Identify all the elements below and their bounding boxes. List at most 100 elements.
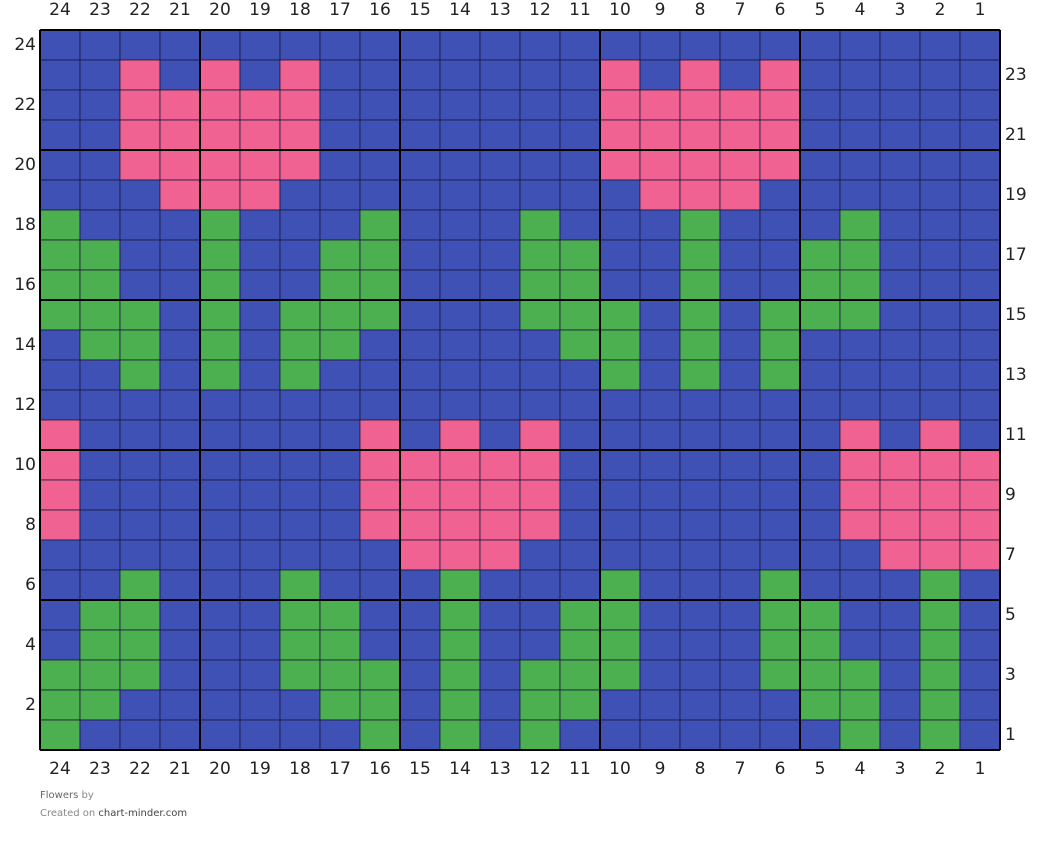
cell: [799, 629, 841, 661]
cell: [759, 29, 801, 61]
cell: [239, 269, 281, 301]
cell: [79, 629, 121, 661]
cell: [319, 629, 361, 661]
cell: [279, 329, 321, 361]
cell: [759, 719, 801, 751]
cell: [159, 29, 201, 61]
cell: [879, 479, 921, 511]
cell: [119, 359, 161, 391]
column-number: 14: [449, 0, 471, 20]
cell: [199, 179, 241, 211]
column-number: 19: [249, 0, 271, 20]
cell: [39, 419, 81, 451]
cell: [839, 689, 881, 721]
cell: [799, 89, 841, 121]
cell: [319, 689, 361, 721]
cell: [759, 269, 801, 301]
cell: [279, 59, 321, 91]
cell: [679, 389, 721, 421]
cell: [559, 239, 601, 271]
column-number: 13: [489, 0, 511, 20]
column-number: 19: [249, 759, 271, 779]
cell: [959, 389, 1001, 421]
cell: [439, 419, 481, 451]
column-number: 24: [49, 759, 71, 779]
cell: [719, 299, 761, 331]
cell: [399, 449, 441, 481]
cell: [519, 509, 561, 541]
cell: [919, 689, 961, 721]
cell: [639, 689, 681, 721]
cell: [639, 719, 681, 751]
cell: [399, 389, 441, 421]
cell: [679, 449, 721, 481]
cell: [839, 269, 881, 301]
cell: [879, 89, 921, 121]
cell: [519, 599, 561, 631]
cell: [719, 29, 761, 61]
cell: [199, 569, 241, 601]
cell: [799, 59, 841, 91]
cell: [839, 449, 881, 481]
cell: [119, 89, 161, 121]
cell: [519, 89, 561, 121]
cell: [319, 89, 361, 121]
cell: [319, 539, 361, 571]
cell: [959, 239, 1001, 271]
cell: [439, 149, 481, 181]
cell: [519, 59, 561, 91]
cell: [399, 59, 441, 91]
cell: [559, 359, 601, 391]
cell: [759, 149, 801, 181]
cell: [919, 479, 961, 511]
cell: [559, 659, 601, 691]
cell: [439, 299, 481, 331]
cell: [879, 359, 921, 391]
cell: [919, 599, 961, 631]
cell: [719, 689, 761, 721]
cell: [119, 569, 161, 601]
cell: [479, 359, 521, 391]
column-number: 14: [449, 759, 471, 779]
cell: [879, 119, 921, 151]
cell: [639, 359, 681, 391]
column-number: 2: [935, 0, 946, 20]
cell: [719, 599, 761, 631]
cell: [599, 329, 641, 361]
cell: [119, 539, 161, 571]
cell: [679, 689, 721, 721]
cell: [359, 719, 401, 751]
cell: [839, 479, 881, 511]
cell: [39, 329, 81, 361]
cell: [919, 209, 961, 241]
by: by: [82, 790, 94, 801]
cell: [879, 509, 921, 541]
cell: [839, 239, 881, 271]
cell: [759, 569, 801, 601]
cell: [319, 659, 361, 691]
cell: [919, 629, 961, 661]
cell: [679, 659, 721, 691]
row-number: 4: [25, 635, 36, 655]
cell: [199, 719, 241, 751]
cell: [359, 149, 401, 181]
cell: [119, 659, 161, 691]
cell: [599, 719, 641, 751]
cell: [279, 269, 321, 301]
cell: [919, 59, 961, 91]
cell: [479, 719, 521, 751]
cell: [159, 89, 201, 121]
cell: [399, 209, 441, 241]
cell: [439, 89, 481, 121]
cell: [319, 719, 361, 751]
cell: [719, 479, 761, 511]
cell: [559, 479, 601, 511]
cell: [439, 719, 481, 751]
cell: [239, 689, 281, 721]
row-number: 11: [1005, 425, 1027, 445]
cell: [199, 479, 241, 511]
cell: [239, 509, 281, 541]
cell: [719, 539, 761, 571]
row-number: 22: [14, 95, 36, 115]
cell: [799, 329, 841, 361]
